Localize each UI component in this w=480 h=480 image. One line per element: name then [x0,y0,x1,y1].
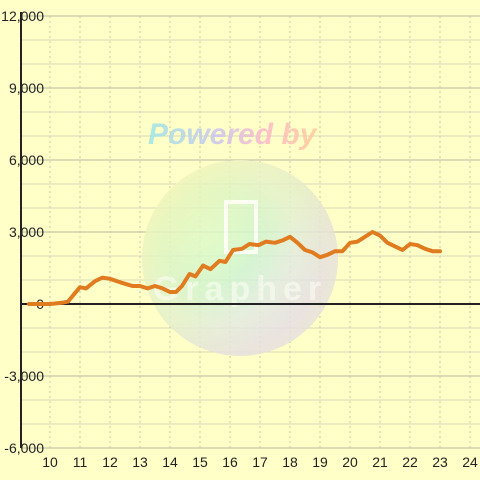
x-tick-label: 17 [252,454,268,470]
x-tick-label: 24 [462,454,478,470]
y-tick-label: -6,000 [4,440,44,456]
x-tick-label: 11 [73,454,88,470]
x-tick-label: 23 [432,454,448,470]
watermark-logo-mark [224,200,258,254]
series-line [27,230,442,306]
x-tick-label: 21 [372,454,388,470]
x-tick-label: 14 [162,454,178,470]
series-layer [27,230,442,306]
x-tick-label: 22 [402,454,418,470]
x-tick-label: 12 [102,454,118,470]
y-tick-label: -3,000 [4,368,44,384]
x-tick-label: 19 [312,454,328,470]
x-tick-label: 20 [342,454,358,470]
y-tick-label: 9,000 [9,80,44,96]
y-tick-label: 6,000 [9,152,44,168]
x-tick-label: 10 [42,454,58,470]
x-tick-label: 18 [282,454,298,470]
y-tick-label: 3,000 [9,224,44,240]
x-tick-label: 15 [192,454,208,470]
y-tick-label: 12,000 [1,8,44,24]
watermark: Powered by Grapher [142,118,338,356]
x-tick-label: 13 [132,454,148,470]
x-tick-label: 16 [222,454,238,470]
axes [20,12,480,448]
watermark-text: Powered by [148,118,318,151]
